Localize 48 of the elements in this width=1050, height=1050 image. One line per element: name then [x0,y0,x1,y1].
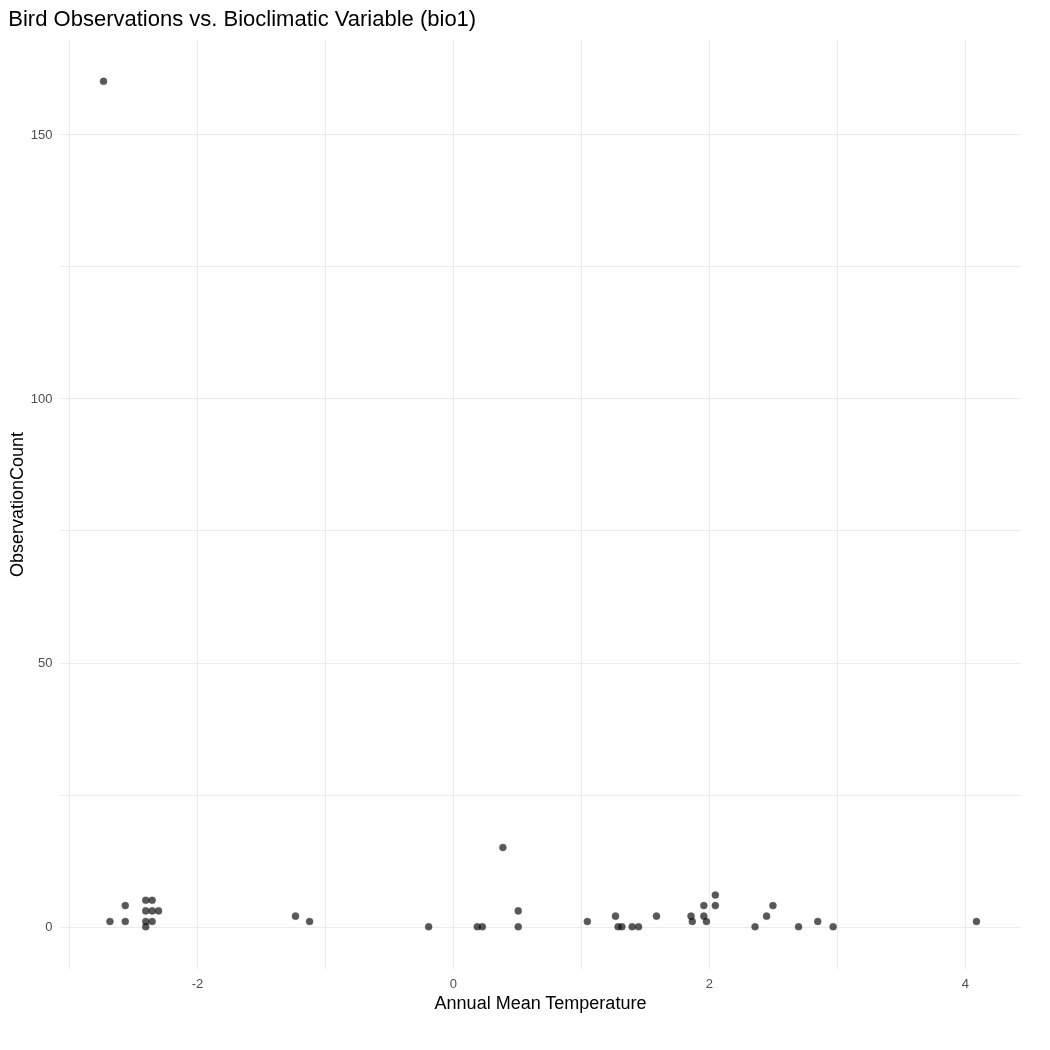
x-axis-title: Annual Mean Temperature [434,992,647,1013]
point [148,907,156,915]
point [700,901,708,910]
point [702,917,711,926]
point [99,77,108,86]
point [700,912,708,920]
y-tick-label: 50 [38,655,53,671]
x-tick-label: 4 [961,975,970,991]
point [583,917,592,926]
point [628,922,636,931]
chart-title: Bird Observations vs. Bioclimatic Variable (bio1) [8,6,477,31]
x-tick-label: -2 [191,975,204,991]
point [154,907,163,915]
point [762,912,771,920]
point [148,896,156,905]
point [121,901,130,910]
x-tick-label: 0 [449,975,458,991]
point [141,896,150,905]
point [478,922,487,931]
point [291,912,300,920]
point [711,901,720,910]
point [829,922,837,931]
point [751,922,759,931]
point [121,917,130,926]
point [514,907,523,915]
point [813,917,822,926]
point [514,922,523,931]
y-tick-label: 0 [45,919,53,935]
point [618,922,626,931]
point [148,917,156,926]
point [305,917,314,926]
point [634,922,643,931]
y-tick-label: 150 [30,126,53,142]
point [652,912,661,920]
point [794,922,803,931]
y-axis-title: ObservationCount [6,431,27,578]
point [611,912,620,920]
point [769,901,777,910]
point [688,917,697,926]
point [711,891,720,899]
point [972,917,981,926]
point [141,922,150,931]
point [424,922,433,931]
y-tick-label: 100 [30,390,53,406]
point [141,907,150,915]
point [499,843,507,852]
point [106,917,114,926]
x-tick-label: 2 [705,975,714,991]
